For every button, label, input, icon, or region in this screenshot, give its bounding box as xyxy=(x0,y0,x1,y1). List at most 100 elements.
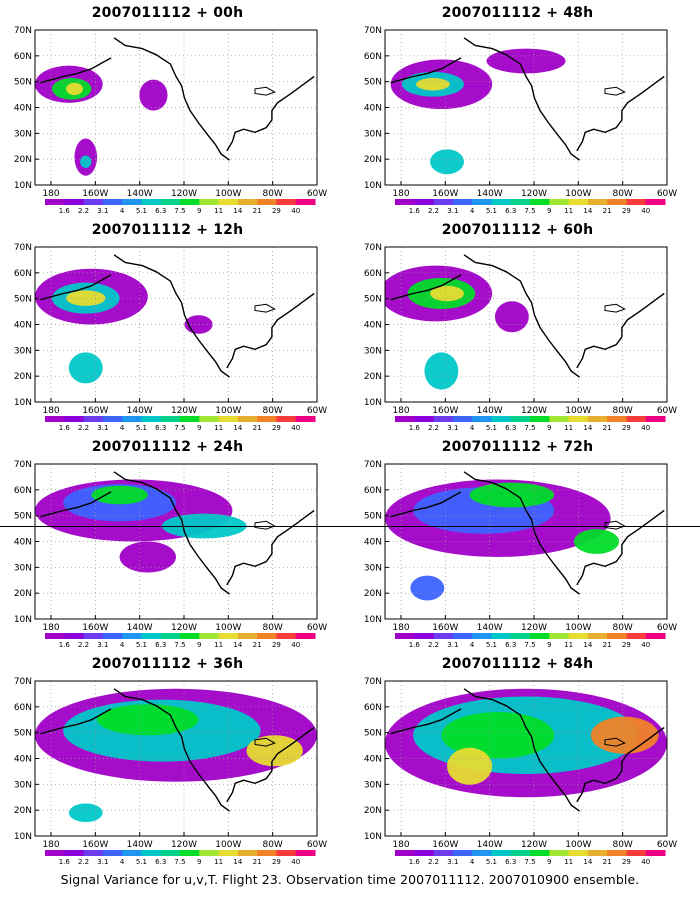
lon-tick-label: 120W xyxy=(171,623,197,633)
lat-tick-label: 20N xyxy=(14,589,32,599)
lat-tick-label: 30N xyxy=(364,563,382,573)
lat-tick-label: 40N xyxy=(364,321,382,331)
colorbar-swatch xyxy=(237,850,258,856)
lat-tick-label: 10N xyxy=(364,398,382,408)
colorbar-label: 21 xyxy=(253,641,262,649)
variance-map: 70N 60N 50N 40N 30N 20N 10N 180 160W 140W 120W 100W… xyxy=(14,460,327,649)
lat-tick-label: 20N xyxy=(14,806,32,816)
lon-tick-label: 140W xyxy=(127,840,153,850)
colorbar-swatch xyxy=(83,850,104,856)
colorbar-swatch xyxy=(276,416,297,422)
colorbar-swatch xyxy=(237,199,258,205)
colorbar-label: 2.2 xyxy=(78,858,89,866)
colorbar-label: 7.5 xyxy=(174,424,185,432)
colorbar-label: 29 xyxy=(272,858,281,866)
colorbar-label: 6.3 xyxy=(155,641,166,649)
lon-tick-label: 80W xyxy=(262,406,282,416)
lat-tick-label: 30N xyxy=(364,780,382,790)
lon-tick-label: 180 xyxy=(392,189,409,199)
colorbar-label: 3.1 xyxy=(447,858,458,866)
variance-contour xyxy=(424,352,459,390)
lon-tick-label: 140W xyxy=(477,840,503,850)
lat-tick-label: 30N xyxy=(364,346,382,356)
colorbar-swatch xyxy=(83,633,104,639)
colorbar-label: 11 xyxy=(214,858,223,866)
lat-tick-label: 70N xyxy=(364,243,382,253)
lat-tick-label: 60N xyxy=(364,486,382,496)
variance-map: 70N 60N 50N 40N 30N 20N 10N 180 160W 140W 120W 100W… xyxy=(14,243,327,432)
lon-tick-label: 120W xyxy=(171,189,197,199)
colorbar-label: 4 xyxy=(120,858,125,866)
lon-tick-label: 120W xyxy=(521,623,547,633)
variance-contour xyxy=(573,529,620,554)
map-panel: 2007011112 + 36h 70N 60N 50N 40N 30N 20N 10N 180… xyxy=(0,656,335,874)
lat-tick-label: 70N xyxy=(14,460,32,470)
lon-tick-label: 80W xyxy=(262,623,282,633)
colorbar-swatch xyxy=(414,416,435,422)
colorbar-swatch xyxy=(180,199,200,205)
colorbar-swatch xyxy=(257,199,277,205)
map-panel: 2007011112 + 48h 70N 60N 50N 40N 30N 20N 10N 180… xyxy=(350,5,685,223)
colorbar-swatch xyxy=(218,633,239,639)
colorbar-swatch xyxy=(472,850,492,856)
lon-tick-label: 140W xyxy=(477,189,503,199)
colorbar-swatch xyxy=(472,416,492,422)
great-lakes xyxy=(254,86,276,96)
colorbar-label: 5.1 xyxy=(136,424,147,432)
colorbar-swatch xyxy=(395,199,415,205)
lat-tick-label: 70N xyxy=(14,26,32,36)
lat-tick-label: 50N xyxy=(14,295,32,305)
colorbar-swatch xyxy=(180,850,200,856)
colorbar-label: 6.3 xyxy=(155,207,166,215)
lat-tick-label: 50N xyxy=(364,512,382,522)
colorbar-label: 7.5 xyxy=(524,424,535,432)
colorbar-swatch xyxy=(491,850,512,856)
colorbar-label: 29 xyxy=(272,207,281,215)
colorbar-swatch xyxy=(626,633,647,639)
lon-tick-label: 100W xyxy=(565,623,591,633)
colorbar-swatch xyxy=(199,633,220,639)
map-panel: 2007011112 + 24h 70N 60N 50N 40N 30N 20N 10N 180… xyxy=(0,439,335,657)
panel-title: 2007011112 + 12h xyxy=(91,222,244,238)
variance-contour xyxy=(447,747,493,785)
colorbar-label: 21 xyxy=(603,424,612,432)
great-lakes xyxy=(604,737,626,747)
lat-tick-label: 20N xyxy=(14,155,32,165)
colorbar-label: 1.6 xyxy=(409,424,421,432)
lat-tick-label: 70N xyxy=(364,26,382,36)
colorbar-label: 3.1 xyxy=(97,207,108,215)
colorbar-swatch xyxy=(414,199,435,205)
colorbar-label: 2.2 xyxy=(428,207,439,215)
colorbar-swatch xyxy=(452,850,473,856)
colorbar-swatch xyxy=(472,199,492,205)
colorbar-swatch xyxy=(433,199,454,205)
colorbar-swatch xyxy=(414,633,435,639)
colorbar-swatch xyxy=(607,199,627,205)
colorbar-swatch xyxy=(530,850,550,856)
lat-tick-label: 40N xyxy=(364,104,382,114)
lat-tick-label: 70N xyxy=(14,677,32,687)
colorbar-swatch xyxy=(587,850,608,856)
colorbar-swatch xyxy=(122,850,142,856)
colorbar-swatch xyxy=(45,850,65,856)
lat-tick-label: 20N xyxy=(14,372,32,382)
variance-contour xyxy=(68,803,103,823)
lon-tick-label: 60W xyxy=(657,406,677,416)
lat-tick-label: 20N xyxy=(364,589,382,599)
coastline xyxy=(226,75,315,152)
colorbar-swatch xyxy=(122,633,142,639)
map-panel: 2007011112 + 00h 70N 60N 50N 40N 30N 20N 10N 180… xyxy=(0,5,335,223)
colorbar-swatch xyxy=(295,416,316,422)
colorbar-swatch xyxy=(141,633,162,639)
colorbar-label: 3.1 xyxy=(447,424,458,432)
colorbar-swatch xyxy=(491,199,512,205)
colorbar-label: 5.1 xyxy=(136,207,147,215)
great-lakes xyxy=(604,86,626,96)
lat-tick-label: 50N xyxy=(14,78,32,88)
lon-tick-label: 160W xyxy=(82,840,108,850)
colorbar-swatch xyxy=(530,199,550,205)
lat-tick-label: 20N xyxy=(364,372,382,382)
lon-tick-label: 160W xyxy=(432,623,458,633)
colorbar-label: 40 xyxy=(291,858,300,866)
coastline xyxy=(463,254,581,378)
